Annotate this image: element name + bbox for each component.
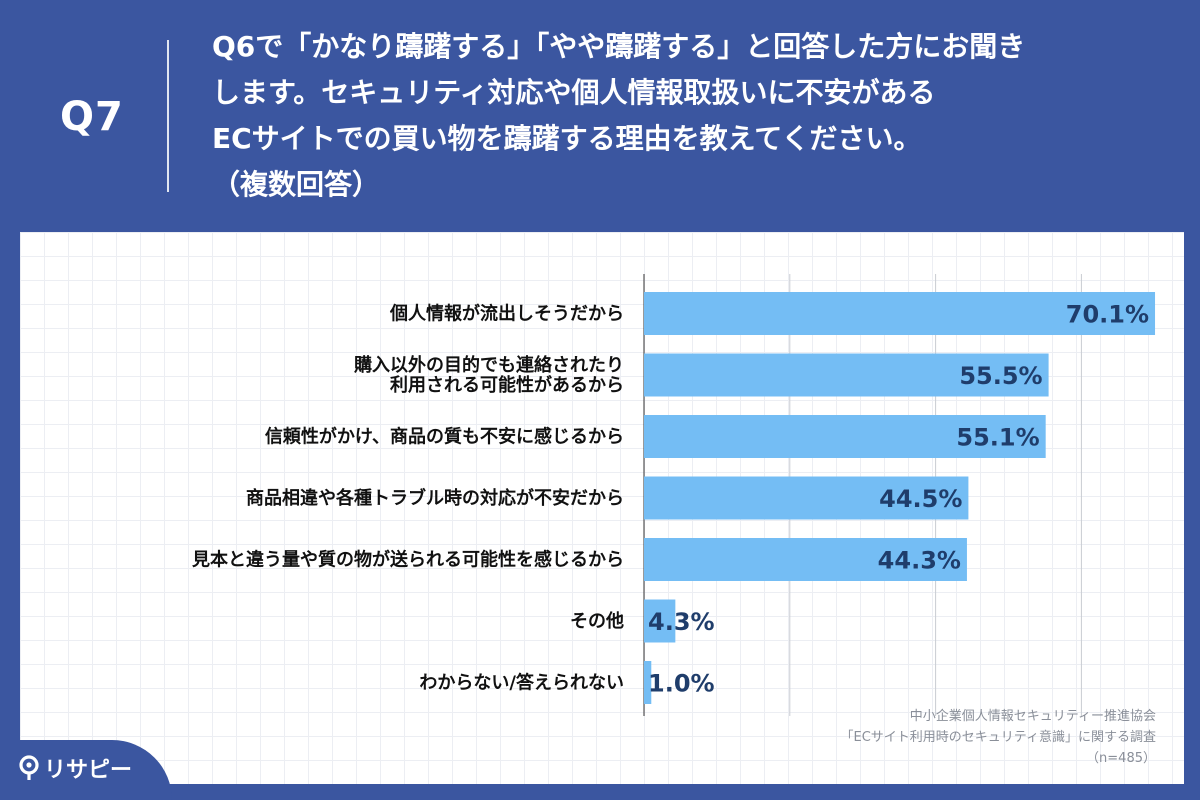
bar	[644, 292, 1156, 335]
value-label: 55.1%	[956, 424, 1039, 452]
value-label: 55.5%	[959, 362, 1042, 390]
category-label: 商品相違や各種トラブル時の対応が不安だから	[246, 487, 624, 509]
chart-panel: 個人情報が流出しそうだから 70.1% 購入以外の目的でも連絡されたり 利用される可能…	[20, 232, 1184, 784]
category-label: 購入以外の目的でも連絡されたり	[353, 354, 624, 376]
value-label: 1.0%	[648, 670, 715, 698]
brand-logo: リサピー	[18, 752, 132, 784]
pin-icon	[19, 755, 39, 780]
bar	[644, 415, 1046, 458]
logo-tab	[0, 740, 172, 800]
logo-text: リサピー	[44, 758, 133, 783]
category-label: 信頼性がかけ、商品の質も不安に感じるから	[265, 426, 624, 448]
bar	[644, 599, 676, 643]
question-text: Q6で「かなり躊躇する」「やや躊躇する」と回答した方にお聞き します。セキュリテ…	[212, 30, 1026, 201]
bar	[644, 476, 969, 520]
value-label: 44.5%	[879, 485, 962, 513]
question-number: Q7	[60, 94, 124, 140]
value-label: 70.1%	[1066, 301, 1149, 329]
bar	[644, 661, 652, 704]
bar	[644, 353, 1049, 397]
source-note: 中小企業個人情報セキュリティー推進協会 「ECサイト利用時のセキュリティ意識」に…	[840, 706, 1156, 769]
category-label: その他	[570, 610, 624, 632]
category-label: 利用される可能性があるから	[390, 374, 624, 396]
value-label: 44.3%	[878, 547, 961, 575]
bar	[644, 538, 967, 581]
category-label: 見本と違う量や質の物が送られる可能性を感じるから	[191, 549, 624, 571]
category-label: 個人情報が流出しそうだから	[389, 303, 624, 325]
category-label: わからない/答えられない	[419, 672, 624, 694]
value-label: 4.3%	[648, 608, 715, 636]
source-line-org: 中小企業個人情報セキュリティー推進協会	[909, 709, 1156, 724]
source-line-survey: 「ECサイト利用時のセキュリティ意識」に関する調査	[840, 730, 1156, 745]
header-divider	[167, 40, 169, 192]
source-line-sample: （n=485）	[1086, 751, 1156, 766]
bar-chart: 個人情報が流出しそうだから 70.1% 購入以外の目的でも連絡されたり利用される可能…	[191, 274, 1156, 716]
